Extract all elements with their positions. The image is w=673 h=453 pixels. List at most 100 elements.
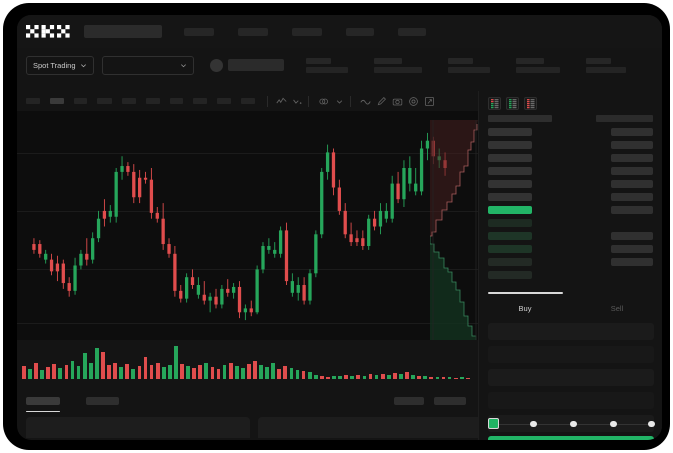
stat-value [515, 66, 560, 73]
toolbar-divider [350, 95, 351, 107]
nav-item-3[interactable] [292, 27, 322, 36]
trading-pair-select[interactable] [101, 55, 194, 75]
line-chart-icon[interactable] [358, 94, 373, 109]
order-book[interactable] [479, 115, 662, 307]
slider-stop-100[interactable] [648, 420, 655, 427]
orderbook-row[interactable] [488, 271, 532, 279]
bottom-action-2[interactable] [434, 397, 466, 405]
orderbook-row[interactable] [488, 167, 532, 175]
stat-label [515, 57, 544, 64]
nav-item-2[interactable] [238, 27, 268, 36]
tab-sell[interactable]: Sell [610, 303, 624, 313]
camera-icon[interactable] [390, 94, 405, 109]
top-header [17, 15, 662, 48]
fullscreen-icon[interactable] [422, 94, 437, 109]
orderbook-row[interactable] [488, 154, 532, 162]
okx-logo[interactable] [26, 25, 72, 38]
compare-icon[interactable] [316, 94, 331, 109]
search-input[interactable] [84, 25, 162, 38]
timeframe-10[interactable] [241, 98, 255, 104]
volume-bar [313, 374, 318, 379]
orderbook-mode-asks[interactable] [524, 97, 537, 110]
timeframe-4[interactable] [97, 98, 112, 104]
volume-bar [40, 370, 44, 379]
ticker-stats [305, 57, 626, 73]
indicators-icon[interactable] [274, 94, 289, 109]
volume-bar [101, 351, 105, 379]
volume-bar [88, 362, 93, 379]
volume-bar [301, 371, 306, 379]
bottom-panel-left[interactable] [26, 417, 250, 438]
timeframe-2[interactable] [50, 98, 64, 104]
orderbook-row[interactable] [488, 180, 532, 188]
stat-label [305, 57, 331, 64]
amount-percent-slider[interactable] [488, 418, 655, 430]
avatar [209, 58, 223, 72]
bottom-tab-order-history[interactable] [86, 397, 119, 405]
nav-item-1[interactable] [184, 27, 214, 36]
stat-value [447, 66, 490, 73]
slider-stop-25[interactable] [530, 420, 537, 427]
orderbook-divider [488, 292, 563, 294]
timeframe-8[interactable] [193, 98, 207, 104]
volume-bar [253, 361, 257, 379]
dropdown-icon[interactable] [332, 94, 347, 109]
order-field-1[interactable] [488, 323, 654, 340]
volume-bar [204, 362, 209, 379]
orderbook-mode-both[interactable] [488, 97, 501, 110]
orderbook-amount-row [611, 141, 653, 149]
orderbook-row[interactable] [488, 219, 532, 227]
volume-chart[interactable] [17, 340, 478, 388]
bottom-action-1[interactable] [394, 397, 424, 405]
volume-bar [344, 375, 349, 379]
volume-bar [58, 368, 63, 379]
orderbook-mode-bids[interactable] [506, 97, 519, 110]
nav-item-4[interactable] [346, 27, 374, 36]
nav-item-5[interactable] [398, 27, 426, 36]
orderbook-row[interactable] [488, 258, 532, 266]
orderbook-header-left [488, 115, 552, 122]
volume-bar [399, 374, 403, 379]
timeframe-7[interactable] [170, 98, 183, 104]
gridline [17, 211, 478, 212]
tab-buy[interactable]: Buy [518, 303, 532, 313]
timeframe-6[interactable] [146, 98, 160, 104]
volume-bar [295, 370, 300, 379]
volume-bar [180, 363, 184, 379]
candlestick-chart[interactable] [17, 111, 478, 340]
slider-stop-75[interactable] [610, 420, 617, 427]
app-screen: Spot Trading [17, 15, 662, 440]
stat-label [373, 57, 402, 64]
orderbook-amount-row [611, 193, 653, 201]
submit-buy-button[interactable] [488, 436, 654, 440]
volume-bar [64, 364, 69, 379]
orderbook-amount-row [611, 154, 653, 162]
pencil-icon[interactable] [374, 94, 389, 109]
volume-bar [70, 361, 75, 379]
timeframe-9[interactable] [217, 98, 231, 104]
orderbook-row[interactable] [488, 232, 532, 240]
volume-bar [155, 362, 160, 379]
chart-type-icon[interactable] [290, 94, 305, 109]
order-field-2[interactable] [488, 346, 654, 363]
trading-mode-select[interactable]: Spot Trading [26, 55, 94, 75]
slider-stop-50[interactable] [570, 420, 577, 427]
orderbook-row[interactable] [488, 141, 532, 149]
gridline [17, 153, 478, 154]
orderbook-row-highlighted[interactable] [488, 206, 532, 214]
bottom-tab-open-orders[interactable] [26, 397, 60, 412]
orderbook-amount-row [611, 128, 653, 136]
order-field-3[interactable] [488, 369, 654, 386]
orderbook-row[interactable] [488, 245, 532, 253]
volume-bar [326, 376, 330, 379]
timeframe-1[interactable] [26, 98, 40, 104]
orderbook-row[interactable] [488, 128, 532, 136]
timeframe-5[interactable] [122, 98, 136, 104]
volume-bar [28, 369, 32, 379]
timeframe-3[interactable] [74, 98, 87, 104]
slider-handle[interactable] [488, 418, 499, 429]
order-field-4[interactable] [488, 392, 654, 409]
volume-bar [113, 362, 117, 379]
settings-gear-icon[interactable] [406, 94, 421, 109]
orderbook-row[interactable] [488, 193, 532, 201]
